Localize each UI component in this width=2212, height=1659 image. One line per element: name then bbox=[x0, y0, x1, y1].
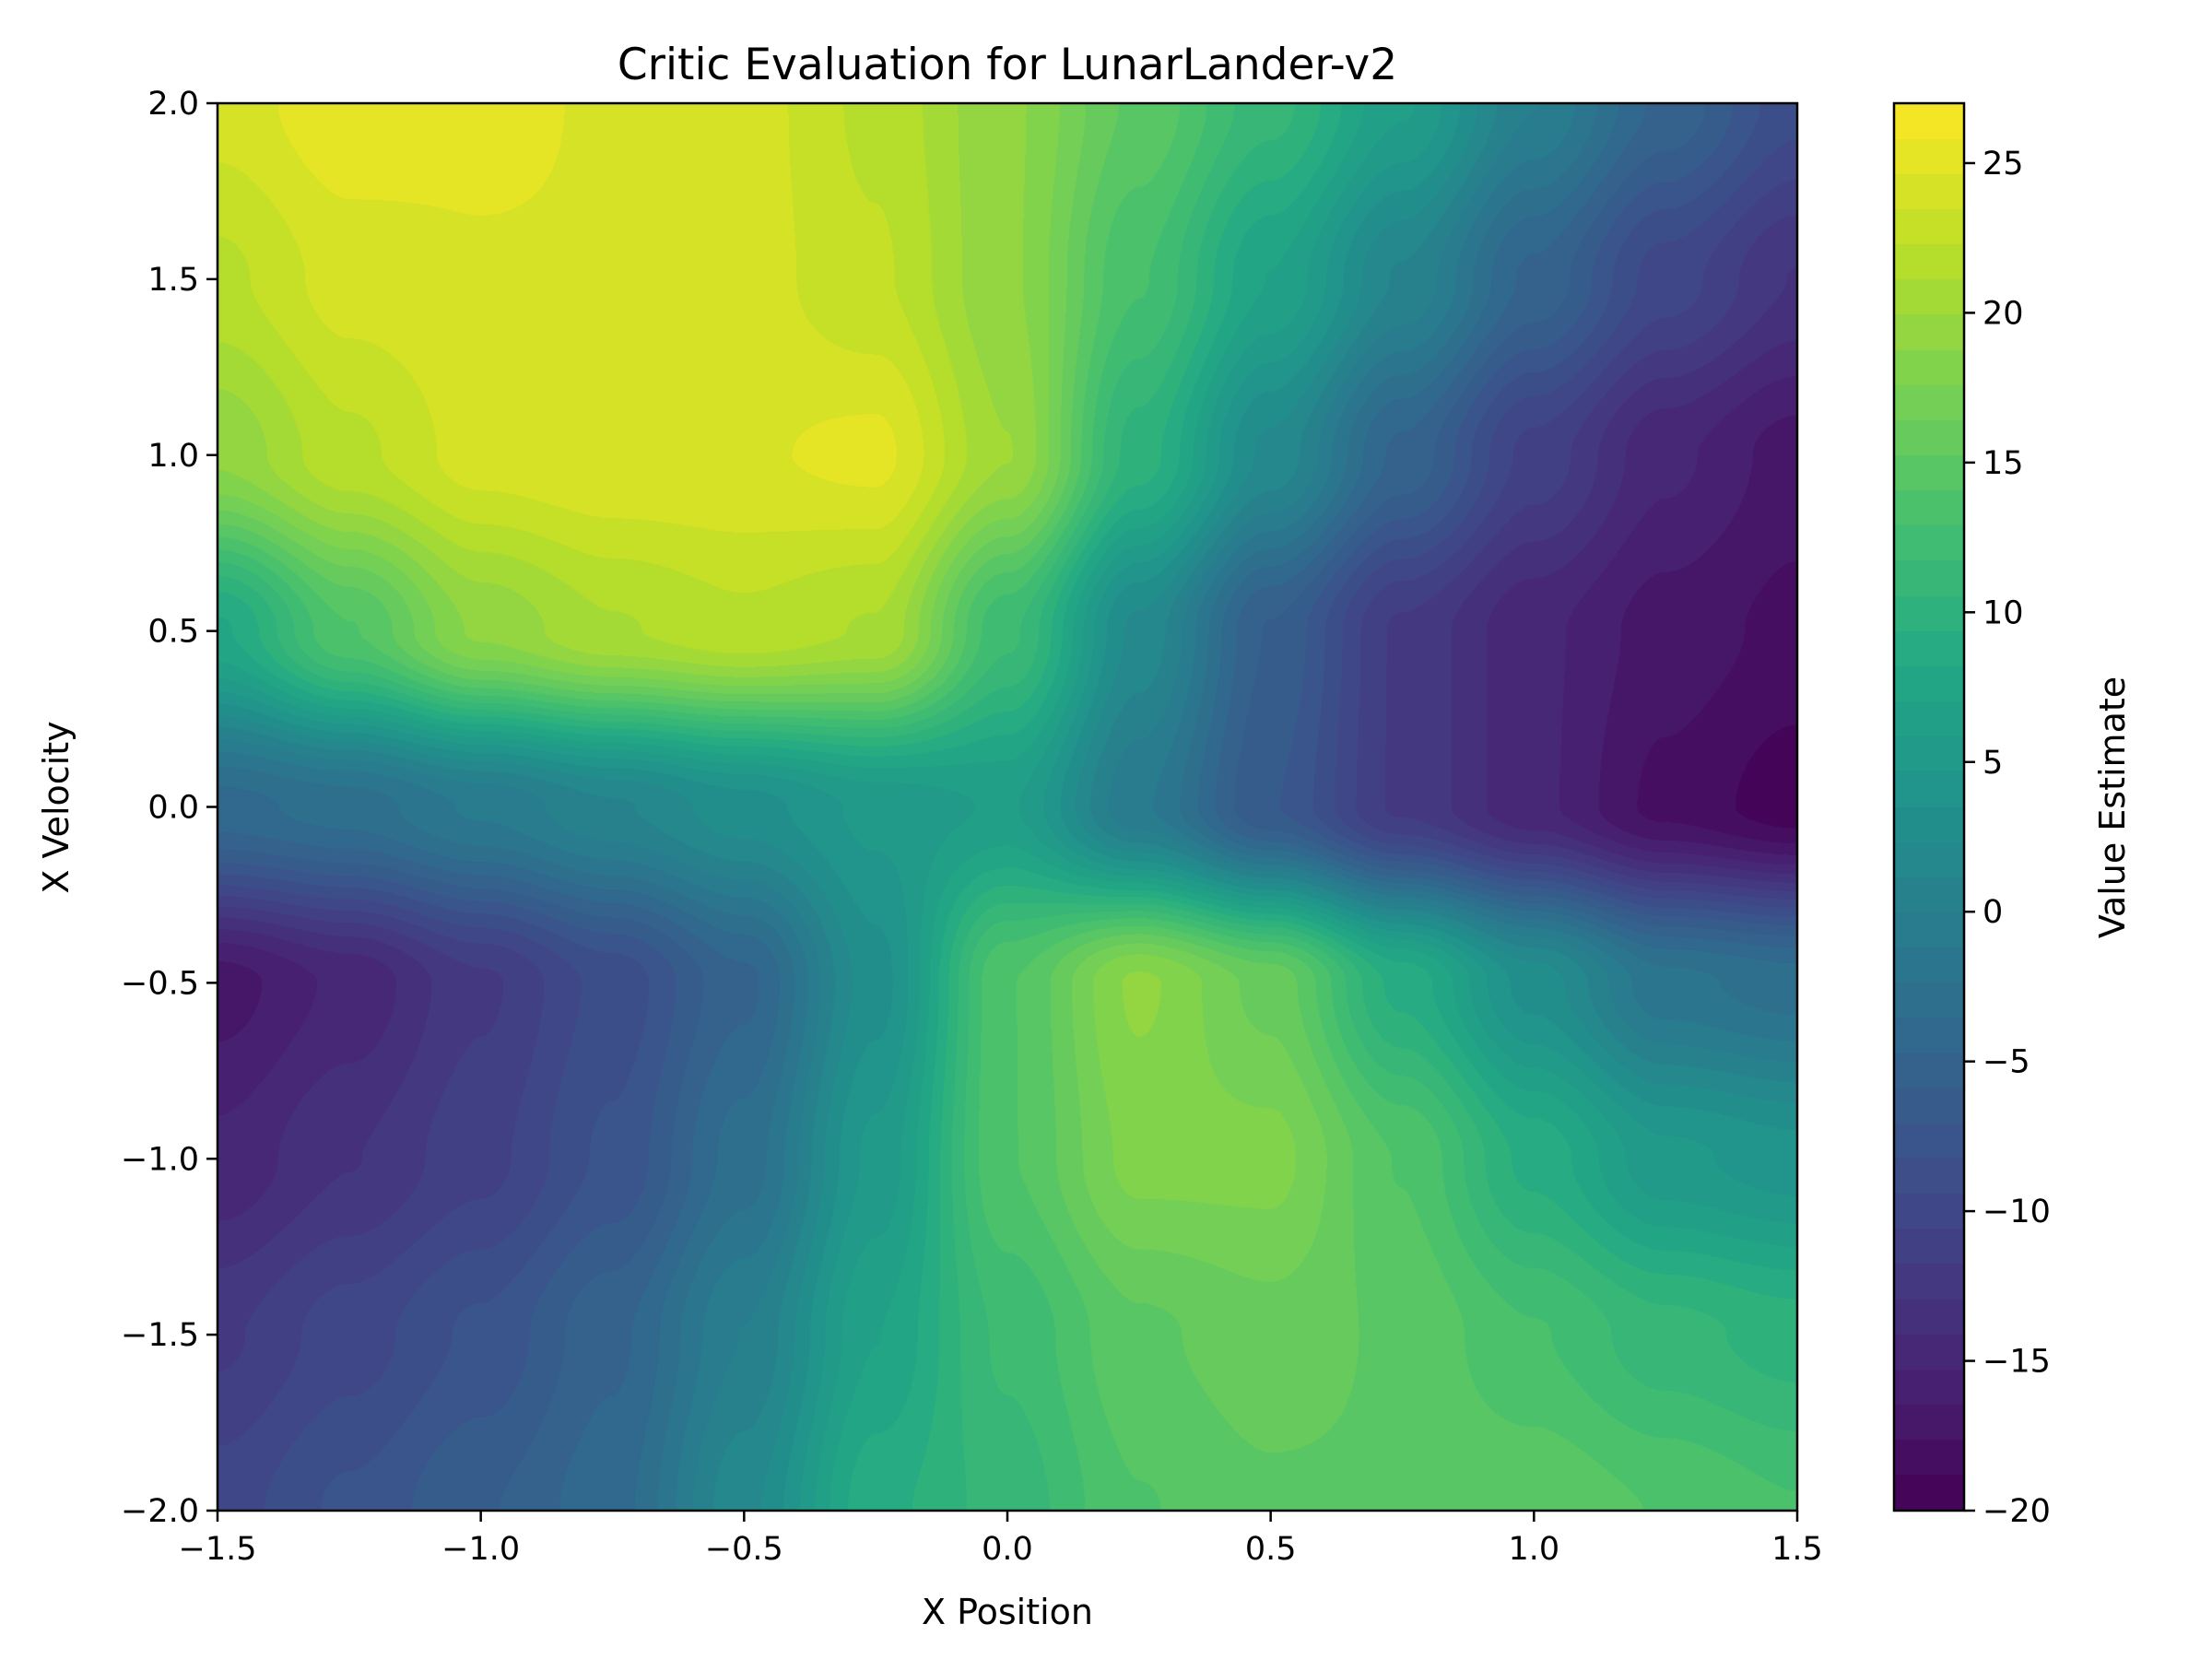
y-tick-label: 1.5 bbox=[147, 262, 199, 299]
x-tick-label: −0.5 bbox=[705, 1531, 783, 1568]
x-tick-label: −1.0 bbox=[441, 1531, 520, 1568]
colorbar-tick-label: −20 bbox=[1983, 1493, 2051, 1530]
colorbar-tick-label: −10 bbox=[1983, 1194, 2051, 1230]
colorbar-gradient bbox=[1894, 103, 1964, 1511]
colorbar-tick-label: 20 bbox=[1983, 295, 2024, 332]
colorbar-tick-label: 0 bbox=[1983, 894, 2003, 931]
x-axis-label: X Position bbox=[922, 1592, 1093, 1632]
colorbar-label: Value Estimate bbox=[2092, 677, 2133, 938]
axis-ticks-group: −1.5 −1.0 −0.5 0.0 0.5 1.0 1.5−2.0−1.5−1.0−0.5… bbox=[121, 86, 1823, 1568]
y-tick-label: −1.0 bbox=[121, 1141, 199, 1178]
y-axis-label: X Velocity bbox=[36, 721, 76, 893]
colorbar-tick-label: 15 bbox=[1983, 445, 2024, 482]
x-tick-label: 1.0 bbox=[1508, 1531, 1559, 1568]
y-tick-label: 0.5 bbox=[147, 614, 199, 651]
y-tick-label: 2.0 bbox=[147, 86, 199, 123]
y-tick-label: 1.0 bbox=[147, 438, 199, 475]
chart-title: Critic Evaluation for LunarLander-v2 bbox=[618, 40, 1397, 90]
colorbar-frame bbox=[1892, 101, 1966, 1512]
colorbar-ticks-group: −20 −15 −10 −5 0 5 10 15 20 25 bbox=[1964, 146, 2051, 1530]
colorbar-tick-label: −15 bbox=[1983, 1344, 2051, 1381]
heatmap-plot-area bbox=[218, 103, 1797, 1511]
plot-frame bbox=[216, 101, 1799, 1512]
colorbar-tick-label: 25 bbox=[1983, 146, 2024, 182]
y-tick-label: −1.5 bbox=[121, 1317, 199, 1354]
colorbar-tick-label: −5 bbox=[1983, 1044, 2030, 1081]
colorbar-tick-label: 10 bbox=[1983, 594, 2024, 631]
y-tick-label: −2.0 bbox=[121, 1493, 199, 1530]
y-tick-label: −0.5 bbox=[121, 965, 199, 1002]
x-tick-label: 0.5 bbox=[1245, 1531, 1297, 1568]
x-tick-label: 0.0 bbox=[982, 1531, 1033, 1568]
colorbar-tick-label: 5 bbox=[1983, 745, 2003, 782]
x-tick-label: −1.5 bbox=[179, 1531, 257, 1568]
x-tick-label: 1.5 bbox=[1771, 1531, 1823, 1568]
y-tick-label: 0.0 bbox=[147, 790, 199, 827]
